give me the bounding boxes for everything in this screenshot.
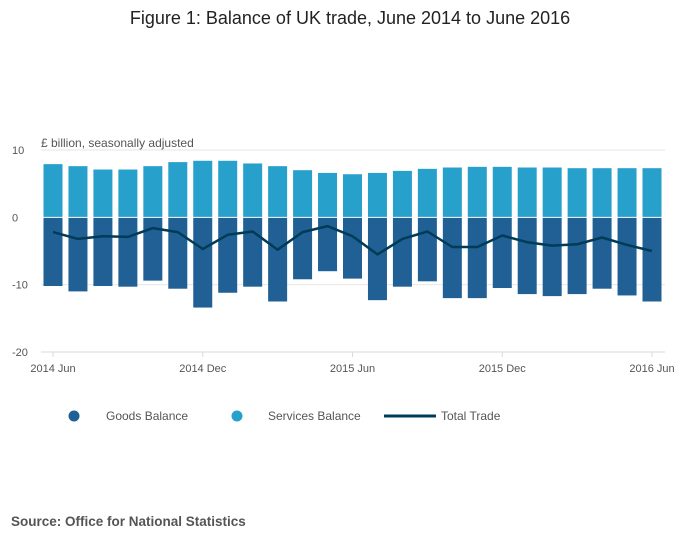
- services-bar: [542, 167, 562, 218]
- services-bar: [168, 162, 188, 218]
- goods-bar: [118, 217, 138, 287]
- services-bar: [442, 167, 462, 218]
- services-bar: [392, 170, 412, 218]
- x-tick-label: 2015 Dec: [479, 363, 527, 375]
- services-bar: [367, 172, 387, 218]
- goods-bar: [168, 217, 188, 289]
- services-bar: [492, 166, 512, 218]
- services-bar: [318, 172, 338, 218]
- goods-bar: [193, 217, 213, 308]
- x-tick-label: 2016 Jun: [629, 363, 674, 375]
- goods-bar: [268, 217, 288, 302]
- goods-bar: [318, 217, 338, 272]
- goods-bar: [143, 217, 163, 281]
- goods-bar: [517, 217, 537, 295]
- services-bar: [143, 166, 163, 218]
- chart-title: Figure 1: Balance of UK trade, June 2014…: [129, 8, 571, 28]
- goods-bar: [343, 217, 362, 279]
- goods-bar: [592, 217, 612, 289]
- units-label: £ billion, seasonally adjusted: [41, 136, 194, 150]
- total-trade-line: [52, 224, 653, 256]
- services-bar: [592, 168, 612, 218]
- goods-bar: [492, 217, 512, 289]
- services-bar: [218, 160, 238, 218]
- services-bar: [68, 166, 88, 218]
- y-tick-label: 10: [12, 145, 24, 157]
- services-bar: [617, 168, 637, 218]
- goods-bar: [367, 217, 387, 301]
- goods-bar: [392, 217, 412, 287]
- goods-bar: [442, 217, 462, 299]
- legend-label: Total Trade: [441, 409, 501, 423]
- legend-marker: [231, 410, 243, 422]
- x-tick-label: 2014 Dec: [179, 363, 227, 375]
- services-bar: [517, 167, 537, 218]
- services-bar: [567, 168, 587, 218]
- services-bar: [293, 170, 313, 218]
- services-bar: [193, 160, 213, 218]
- services-bar: [93, 169, 113, 218]
- goods-bar: [417, 217, 437, 282]
- legend-label: Goods Balance: [106, 409, 188, 423]
- services-bar: [417, 168, 437, 218]
- services-bar: [118, 169, 138, 218]
- y-tick-label: 0: [12, 212, 18, 224]
- x-tick-label: 2015 Jun: [330, 363, 375, 375]
- y-tick-label: -10: [12, 280, 28, 292]
- goods-bar: [467, 217, 487, 299]
- goods-bar: [218, 217, 238, 293]
- goods-bar: [642, 217, 662, 302]
- services-bar: [642, 168, 662, 218]
- goods-bar: [93, 217, 113, 287]
- goods-bar: [293, 217, 313, 280]
- services-bar: [343, 174, 362, 218]
- source-note: Source: Office for National Statistics: [11, 514, 246, 529]
- legend-label: Services Balance: [268, 409, 361, 423]
- goods-bar: [617, 217, 637, 296]
- legend-marker: [68, 410, 80, 422]
- y-tick-label: -20: [12, 347, 28, 359]
- services-bar: [467, 166, 487, 218]
- goods-bar: [567, 217, 587, 295]
- services-bar: [243, 163, 263, 218]
- goods-bar: [43, 217, 63, 287]
- goods-bar: [68, 217, 88, 292]
- goods-bar: [542, 217, 562, 297]
- x-tick-label: 2014 Jun: [30, 363, 75, 375]
- goods-bar: [243, 217, 263, 287]
- services-bar: [43, 164, 63, 218]
- services-bar: [268, 166, 288, 218]
